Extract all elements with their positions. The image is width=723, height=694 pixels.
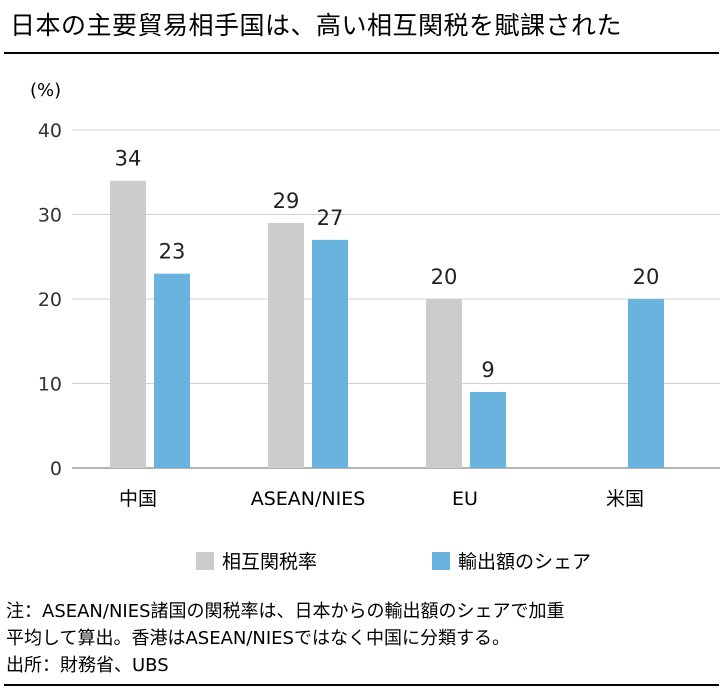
legend-label-tariff: 相互関税率 bbox=[222, 551, 318, 573]
y-tick-label: 20 bbox=[38, 289, 62, 311]
data-label: 34 bbox=[115, 147, 142, 171]
legend-swatch-export-share bbox=[432, 551, 450, 570]
data-label: 20 bbox=[431, 265, 458, 289]
footnote-line-1: 注：ASEAN/NIES諸国の関税率は、日本からの輸出額のシェアで加重 bbox=[6, 601, 565, 622]
x-tick-label: ASEAN/NIES bbox=[251, 488, 366, 510]
bar-export-share-0 bbox=[154, 273, 190, 468]
bottom-rule bbox=[4, 684, 719, 686]
data-label: 9 bbox=[481, 358, 494, 382]
bar-chart: 0 10 20 30 40 34 23 29 27 20 9 20 中国 ASEAN/NIES EU 米国 bbox=[38, 120, 720, 510]
legend-item-export-share: 輸出額のシェア bbox=[432, 547, 591, 574]
legend-swatch-tariff bbox=[196, 551, 214, 570]
y-tick-label: 40 bbox=[38, 120, 62, 142]
top-rule bbox=[4, 52, 719, 54]
data-label: 23 bbox=[159, 240, 186, 264]
y-axis-unit: (%) bbox=[30, 80, 62, 101]
footnote-line-2: 平均して算出。香港はASEAN/NIESではなく中国に分類する。 bbox=[6, 628, 510, 649]
data-label: 20 bbox=[633, 265, 660, 289]
bar-export-share-1 bbox=[312, 239, 348, 468]
bar-export-share-2 bbox=[470, 391, 506, 468]
legend-item-tariff: 相互関税率 bbox=[196, 547, 317, 574]
y-tick-label: 0 bbox=[50, 458, 62, 480]
bar-tariff-2 bbox=[426, 299, 462, 468]
bar-export-share-3 bbox=[628, 299, 664, 468]
footnote: 注：ASEAN/NIES諸国の関税率は、日本からの輸出額のシェアで加重 平均して… bbox=[6, 598, 565, 679]
x-tick-label: EU bbox=[452, 488, 478, 510]
x-tick-label: 米国 bbox=[606, 488, 644, 510]
bar-tariff-1 bbox=[268, 222, 304, 468]
y-tick-label: 10 bbox=[38, 374, 62, 396]
bar-tariff-0 bbox=[110, 180, 146, 468]
x-tick-label: 中国 bbox=[119, 488, 157, 510]
chart-title: 日本の主要貿易相手国は、高い相互関税を賦課された bbox=[10, 11, 623, 40]
data-label: 27 bbox=[317, 206, 344, 230]
data-label: 29 bbox=[273, 189, 300, 213]
y-tick-label: 30 bbox=[38, 205, 62, 227]
source-line: 出所：財務省、UBS bbox=[6, 655, 169, 676]
legend-label-export-share: 輸出額のシェア bbox=[458, 551, 592, 573]
